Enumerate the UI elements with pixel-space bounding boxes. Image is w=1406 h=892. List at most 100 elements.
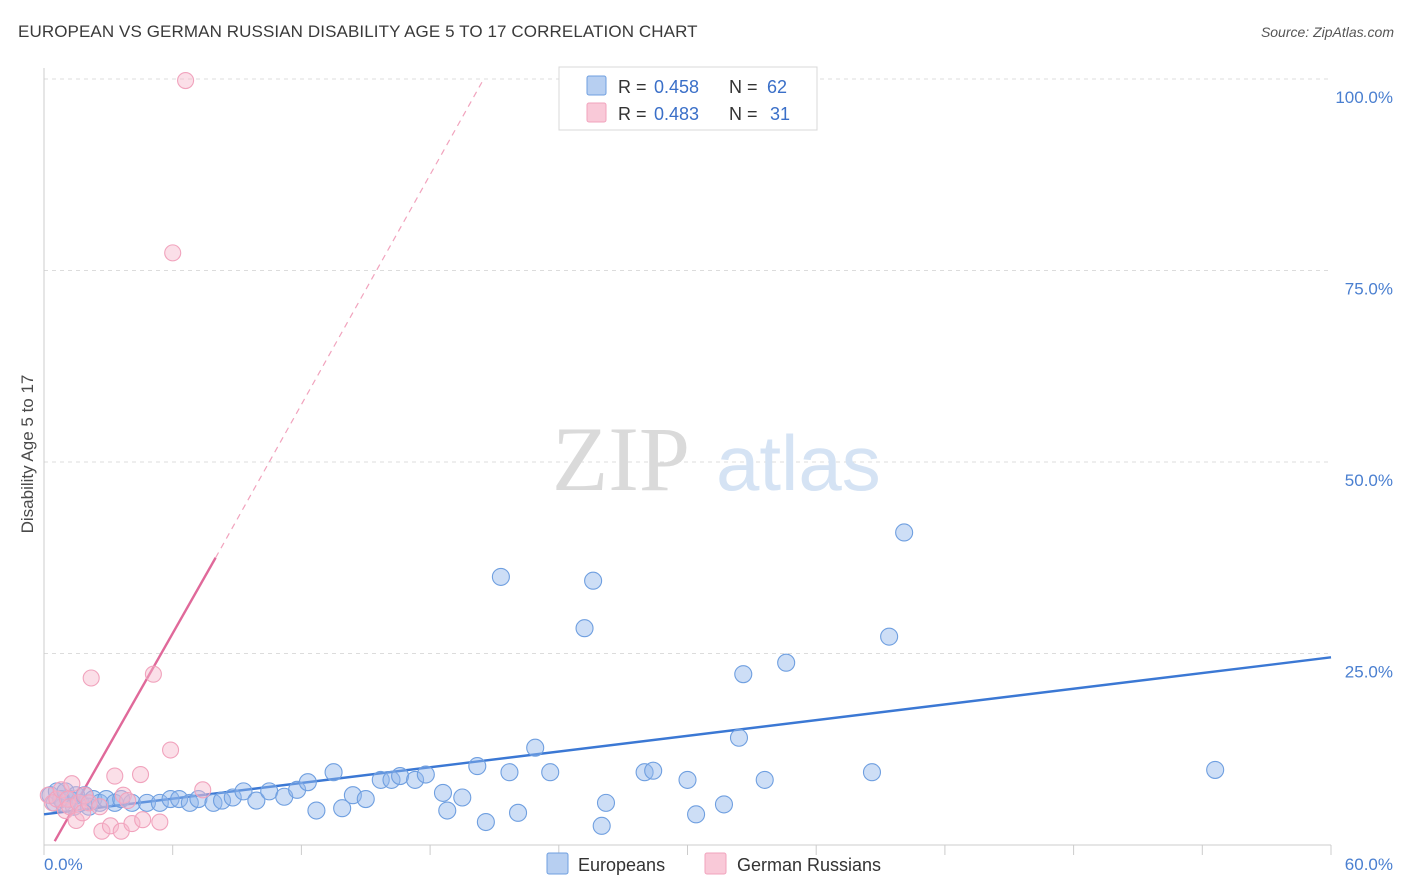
y-tick-label-2: 50.0% bbox=[1345, 471, 1393, 490]
y-tick-labels: 100.0% 75.0% 50.0% 25.0% bbox=[1335, 88, 1393, 682]
point-europeans-19 bbox=[150, 793, 169, 812]
point-german-russians-20 bbox=[119, 792, 137, 810]
trend-extension-german-russians bbox=[215, 78, 485, 559]
legend-n-label-2: N = bbox=[729, 104, 758, 124]
watermark-zip: ZIP bbox=[552, 408, 690, 510]
point-europeans-56 bbox=[596, 793, 616, 812]
point-europeans-59 bbox=[678, 770, 697, 789]
point-europeans-50 bbox=[508, 803, 528, 822]
legend-swatch-german-russians bbox=[586, 102, 607, 123]
point-europeans-37 bbox=[356, 789, 375, 809]
grid-lines bbox=[44, 78, 1331, 654]
y-tick-label-0: 100.0% bbox=[1335, 88, 1393, 107]
point-german-russians-3 bbox=[52, 781, 70, 799]
point-europeans-48 bbox=[491, 567, 510, 586]
legend-n-label-1: N = bbox=[729, 77, 758, 97]
x-tick-max: 60.0% bbox=[1345, 855, 1393, 874]
point-europeans-67 bbox=[880, 627, 899, 646]
legend-n-value-2: 31 bbox=[770, 104, 790, 124]
legend-r-label-2: R = bbox=[618, 104, 647, 124]
bottom-legend: Europeans German Russians bbox=[546, 852, 881, 875]
y-axis-label: Disability Age 5 to 17 bbox=[18, 375, 37, 534]
bottom-legend-europeans: Europeans bbox=[578, 855, 665, 875]
point-europeans-25 bbox=[212, 791, 232, 810]
legend-r-label-1: R = bbox=[618, 77, 647, 97]
point-german-russians-10 bbox=[74, 804, 92, 822]
point-europeans-68 bbox=[895, 523, 914, 542]
point-europeans-21 bbox=[170, 789, 189, 809]
point-europeans-62 bbox=[729, 728, 749, 747]
point-german-russians-26 bbox=[162, 741, 180, 759]
y-tick-label-3: 25.0% bbox=[1345, 663, 1393, 682]
bottom-legend-swatch-german-russians bbox=[704, 852, 727, 875]
watermark-atlas: atlas bbox=[716, 419, 881, 507]
point-german-russians-22 bbox=[131, 765, 150, 784]
legend-r-value-2: 0.483 bbox=[654, 104, 699, 124]
point-german-russians-27 bbox=[164, 244, 182, 262]
trend-line-europeans bbox=[43, 656, 1332, 816]
point-europeans-61 bbox=[714, 795, 734, 814]
x-tick-min: 0.0% bbox=[44, 855, 83, 874]
point-german-russians-23 bbox=[134, 811, 152, 829]
point-europeans-34 bbox=[324, 763, 343, 782]
point-german-russians-24 bbox=[144, 665, 162, 683]
point-europeans-54 bbox=[584, 571, 603, 590]
point-europeans-43 bbox=[433, 783, 453, 802]
watermark: ZIP atlas bbox=[552, 408, 881, 510]
point-german-russians-25 bbox=[151, 813, 169, 831]
point-europeans-22 bbox=[180, 793, 199, 812]
point-europeans-29 bbox=[260, 782, 279, 801]
point-german-russians-15 bbox=[93, 822, 111, 840]
legend-n-value-1: 62 bbox=[767, 77, 787, 97]
point-german-russians-14 bbox=[91, 798, 109, 816]
point-german-russians-17 bbox=[106, 767, 124, 785]
data-points bbox=[39, 71, 1225, 840]
legend-r-value-1: 0.458 bbox=[654, 77, 699, 97]
point-europeans-42 bbox=[416, 765, 435, 784]
point-europeans-33 bbox=[307, 801, 326, 820]
point-europeans-55 bbox=[592, 816, 611, 835]
point-german-russians-16 bbox=[101, 817, 120, 835]
bottom-legend-german-russians: German Russians bbox=[737, 855, 881, 875]
point-europeans-60 bbox=[687, 805, 706, 824]
point-europeans-65 bbox=[777, 653, 796, 672]
point-europeans-46 bbox=[468, 757, 487, 776]
legend-swatch-europeans bbox=[586, 75, 607, 96]
axes bbox=[43, 68, 1332, 855]
point-german-russians-12 bbox=[80, 794, 98, 812]
source-credit: Source: ZipAtlas.com bbox=[1260, 24, 1394, 40]
point-europeans-23 bbox=[189, 789, 208, 809]
point-europeans-53 bbox=[575, 619, 594, 638]
point-europeans-58 bbox=[644, 761, 663, 780]
point-europeans-45 bbox=[453, 788, 472, 807]
point-europeans-26 bbox=[223, 788, 242, 807]
point-europeans-28 bbox=[247, 791, 266, 810]
legend-box: R = 0.458 N = 62 R = 0.483 N = 31 bbox=[558, 66, 818, 131]
point-europeans-32 bbox=[298, 773, 317, 792]
point-europeans-35 bbox=[333, 799, 352, 818]
point-europeans-44 bbox=[438, 801, 457, 820]
point-german-russians-29 bbox=[194, 781, 212, 799]
point-europeans-49 bbox=[500, 763, 519, 782]
point-german-russians-21 bbox=[123, 815, 141, 833]
point-europeans-18 bbox=[137, 793, 157, 812]
y-tick-label-1: 75.0% bbox=[1345, 280, 1393, 299]
point-europeans-39 bbox=[382, 770, 401, 789]
point-europeans-52 bbox=[541, 763, 560, 782]
point-europeans-51 bbox=[526, 738, 545, 757]
point-europeans-63 bbox=[734, 665, 753, 684]
chart-title: EUROPEAN VS GERMAN RUSSIAN DISABILITY AG… bbox=[18, 22, 698, 41]
bottom-legend-swatch-europeans bbox=[546, 852, 569, 875]
point-german-russians-13 bbox=[82, 669, 100, 687]
point-europeans-66 bbox=[862, 763, 882, 782]
point-europeans-64 bbox=[755, 770, 774, 789]
point-europeans-27 bbox=[234, 782, 253, 801]
point-german-russians-28 bbox=[177, 71, 195, 90]
point-europeans-69 bbox=[1206, 760, 1225, 779]
point-german-russians-7 bbox=[63, 775, 81, 793]
point-europeans-47 bbox=[476, 812, 495, 832]
point-europeans-41 bbox=[406, 770, 425, 789]
point-europeans-40 bbox=[391, 767, 410, 786]
point-europeans-38 bbox=[371, 770, 390, 789]
